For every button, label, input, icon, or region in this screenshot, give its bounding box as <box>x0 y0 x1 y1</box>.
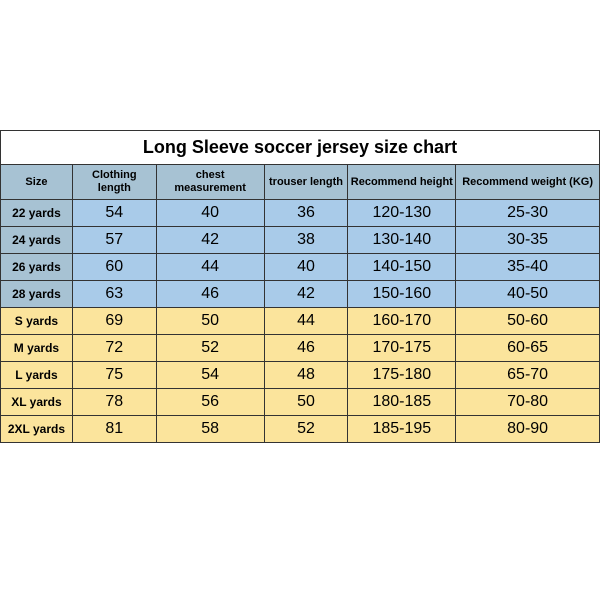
cell-weight: 50-60 <box>456 308 600 335</box>
cell-height: 170-175 <box>348 335 456 362</box>
col-weight: Recommend weight (KG) <box>456 165 600 200</box>
title-row: Long Sleeve soccer jersey size chart <box>1 131 600 165</box>
cell-clothing-length: 54 <box>72 200 156 227</box>
cell-size: 22 yards <box>1 200 73 227</box>
cell-weight: 65-70 <box>456 362 600 389</box>
col-size: Size <box>1 165 73 200</box>
cell-chest: 46 <box>156 281 264 308</box>
cell-chest: 54 <box>156 362 264 389</box>
size-chart-table: Long Sleeve soccer jersey size chart Siz… <box>0 130 600 443</box>
table-row: 26 yards604440140-15035-40 <box>1 254 600 281</box>
cell-height: 185-195 <box>348 416 456 443</box>
cell-trouser: 46 <box>264 335 348 362</box>
col-height: Recommend height <box>348 165 456 200</box>
cell-size: 26 yards <box>1 254 73 281</box>
size-chart-container: Long Sleeve soccer jersey size chart Siz… <box>0 130 600 443</box>
cell-trouser: 50 <box>264 389 348 416</box>
table-row: 22 yards544036120-13025-30 <box>1 200 600 227</box>
cell-height: 130-140 <box>348 227 456 254</box>
table-row: S yards695044160-17050-60 <box>1 308 600 335</box>
cell-trouser: 44 <box>264 308 348 335</box>
cell-weight: 40-50 <box>456 281 600 308</box>
cell-chest: 56 <box>156 389 264 416</box>
header-row: Size Clothing length chest measurement t… <box>1 165 600 200</box>
cell-size: 28 yards <box>1 281 73 308</box>
cell-height: 150-160 <box>348 281 456 308</box>
cell-trouser: 36 <box>264 200 348 227</box>
cell-size: 2XL yards <box>1 416 73 443</box>
cell-height: 120-130 <box>348 200 456 227</box>
page: Long Sleeve soccer jersey size chart Siz… <box>0 0 600 600</box>
cell-weight: 25-30 <box>456 200 600 227</box>
cell-height: 160-170 <box>348 308 456 335</box>
cell-height: 140-150 <box>348 254 456 281</box>
cell-weight: 30-35 <box>456 227 600 254</box>
cell-clothing-length: 63 <box>72 281 156 308</box>
col-clothing: Clothing length <box>72 165 156 200</box>
cell-clothing-length: 75 <box>72 362 156 389</box>
cell-trouser: 38 <box>264 227 348 254</box>
col-chest: chest measurement <box>156 165 264 200</box>
cell-trouser: 48 <box>264 362 348 389</box>
table-row: L yards755448175-18065-70 <box>1 362 600 389</box>
table-row: XL yards785650180-18570-80 <box>1 389 600 416</box>
cell-size: L yards <box>1 362 73 389</box>
cell-chest: 44 <box>156 254 264 281</box>
cell-trouser: 52 <box>264 416 348 443</box>
cell-weight: 80-90 <box>456 416 600 443</box>
table-row: 28 yards634642150-16040-50 <box>1 281 600 308</box>
table-row: 2XL yards815852185-19580-90 <box>1 416 600 443</box>
col-trouser: trouser length <box>264 165 348 200</box>
cell-size: 24 yards <box>1 227 73 254</box>
cell-chest: 42 <box>156 227 264 254</box>
cell-clothing-length: 72 <box>72 335 156 362</box>
cell-weight: 35-40 <box>456 254 600 281</box>
cell-chest: 58 <box>156 416 264 443</box>
cell-clothing-length: 78 <box>72 389 156 416</box>
cell-size: S yards <box>1 308 73 335</box>
cell-clothing-length: 60 <box>72 254 156 281</box>
cell-chest: 50 <box>156 308 264 335</box>
cell-trouser: 42 <box>264 281 348 308</box>
cell-size: M yards <box>1 335 73 362</box>
cell-clothing-length: 57 <box>72 227 156 254</box>
cell-clothing-length: 69 <box>72 308 156 335</box>
cell-chest: 40 <box>156 200 264 227</box>
table-row: M yards725246170-17560-65 <box>1 335 600 362</box>
cell-height: 175-180 <box>348 362 456 389</box>
table-row: 24 yards574238130-14030-35 <box>1 227 600 254</box>
cell-weight: 60-65 <box>456 335 600 362</box>
cell-clothing-length: 81 <box>72 416 156 443</box>
chart-title: Long Sleeve soccer jersey size chart <box>1 131 600 165</box>
cell-size: XL yards <box>1 389 73 416</box>
cell-trouser: 40 <box>264 254 348 281</box>
cell-weight: 70-80 <box>456 389 600 416</box>
cell-chest: 52 <box>156 335 264 362</box>
cell-height: 180-185 <box>348 389 456 416</box>
